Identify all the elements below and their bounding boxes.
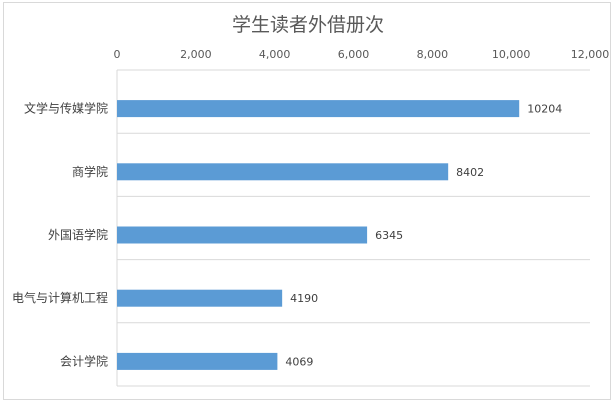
category-label: 外国语学院 (48, 227, 108, 242)
bar (117, 352, 278, 370)
data-label: 10204 (527, 103, 562, 116)
bar (117, 163, 449, 181)
data-label: 6345 (375, 229, 403, 242)
x-tick-label: 0 (114, 48, 121, 61)
category-label: 商学院 (72, 164, 108, 179)
x-tick-label: 6,000 (338, 48, 370, 61)
x-tick-label: 12,000 (571, 48, 610, 61)
bar (117, 289, 283, 307)
data-label: 4190 (290, 292, 318, 305)
bar (117, 226, 368, 244)
data-label: 8402 (456, 166, 484, 179)
bar (117, 100, 520, 118)
x-tick-label: 10,000 (492, 48, 531, 61)
x-tick-label: 2,000 (180, 48, 212, 61)
category-label: 文学与传媒学院 (24, 101, 108, 116)
chart-title: 学生读者外借册次 (231, 14, 384, 36)
chart-frame (3, 2, 611, 400)
x-tick-label: 4,000 (259, 48, 291, 61)
data-label: 4069 (285, 355, 313, 368)
category-label: 电气与计算机工程 (12, 290, 108, 305)
category-label: 会计学院 (60, 353, 108, 368)
x-tick-label: 8,000 (417, 48, 449, 61)
